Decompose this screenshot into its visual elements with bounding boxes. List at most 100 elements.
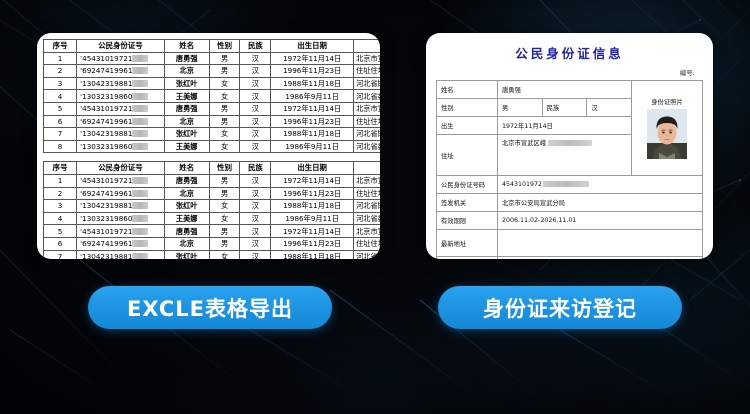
cell-birth: 1996年11月23日: [270, 114, 355, 129]
excel-export-button[interactable]: EXCLE表格导出: [88, 286, 332, 329]
cell-no: 4: [42, 211, 78, 226]
table-row[interactable]: 6'69247419961北京男汉1996年11月23日住址住址: [42, 236, 380, 251]
row-issuer: 签发机关 北京市公安局宣武分局: [436, 193, 703, 212]
cell-birth: 1972年11月14日: [270, 224, 355, 238]
cell-sex: 女: [208, 76, 241, 91]
id-visit-register-button[interactable]: 身份证来访登记: [438, 286, 682, 329]
cell-sex: 女: [208, 211, 241, 226]
value-newaddress: [497, 229, 703, 257]
excel-table-1-body: 1'45431019721唐勇强男汉1972年11月14日北京市宣2'69247…: [42, 51, 380, 154]
table-row[interactable]: 4'13032319860王美娜女汉1986年9月11日河北省委: [42, 89, 380, 103]
cell-id-number: '69247419961: [76, 64, 165, 78]
cell-address: 住址住址: [353, 114, 380, 129]
value-blank: [497, 256, 703, 259]
label-validity: 有效期限: [436, 211, 498, 230]
cell-birth: 1972年11月14日: [270, 101, 355, 116]
table-row[interactable]: 5'45431019721唐勇强男汉1972年11月14日北京市宣: [42, 101, 380, 116]
table-row[interactable]: 5'45431019721唐勇强男汉1972年11月14日北京市宣: [42, 224, 380, 238]
cell-sex: 男: [208, 51, 241, 66]
cell-no: 7: [42, 127, 78, 141]
row-idnumber: 公民身份证号码 4543101972: [436, 175, 703, 194]
label-sex: 性别: [436, 98, 498, 117]
cell-address: 河北省邯: [353, 199, 380, 213]
cell-sex: 女: [208, 199, 241, 213]
cell-no: 1: [42, 173, 78, 188]
value-address: 北京市宣武区峨: [497, 134, 632, 176]
value-birth: 1972年11月14日: [497, 116, 632, 135]
cell-sex: 男: [208, 101, 241, 116]
cell-birth: 1996年11月23日: [270, 186, 355, 201]
label-blank: [436, 256, 498, 259]
cell-ethnic: 汉: [239, 186, 272, 201]
cell-name: 王美娜: [163, 89, 210, 103]
table-row[interactable]: 2'69247419961北京男汉1996年11月23日住址住址: [42, 64, 380, 78]
id-card-serial-label: 编号:: [679, 69, 695, 77]
table-row[interactable]: 7'13042319881张红叶女汉1988年11月18日河北省邯: [42, 127, 380, 141]
value-sex: 男: [497, 98, 543, 117]
excel-export-panel: 序号 公民身份证号 姓名 性别 民族 出生日期 住址 1'45431019721…: [37, 33, 380, 259]
cell-sex: 男: [208, 236, 241, 251]
table-row[interactable]: 7'13042319881张红叶女汉1988年11月18日河北省邯: [42, 249, 380, 259]
cell-no: 8: [42, 139, 78, 154]
cell-id-number: '69247419961: [76, 186, 165, 201]
cell-id-number: '69247419961: [76, 114, 165, 129]
cell-sex: 男: [208, 173, 241, 188]
table-row[interactable]: 1'45431019721唐勇强男汉1972年11月14日北京市宣: [42, 173, 380, 188]
cell-sex: 男: [208, 64, 241, 78]
cell-address: 北京市宣: [353, 173, 380, 188]
table-row[interactable]: 3'13042319881张红叶女汉1988年11月18日河北省邯: [42, 199, 380, 213]
cell-birth: 1986年9月11日: [270, 139, 355, 154]
table-row[interactable]: 4'13032319860王美娜女汉1986年9月11日河北省委: [42, 211, 380, 226]
cell-id-number: '69247419961: [76, 236, 165, 251]
cell-no: 5: [42, 101, 78, 116]
cell-ethnic: 汉: [239, 173, 272, 188]
label-address: 住址: [436, 134, 498, 176]
cell-birth: 1988年11月18日: [270, 127, 355, 141]
cell-no: 5: [42, 224, 78, 238]
id-number-mask: [132, 202, 149, 210]
cell-address: 住址住址: [353, 236, 380, 251]
id-number-mask: [132, 130, 149, 138]
table-row[interactable]: 2'69247419961北京男汉1996年11月23日住址住址: [42, 186, 380, 201]
cell-id-number: '13032319860: [76, 89, 165, 103]
cell-ethnic: 汉: [239, 224, 272, 238]
col-header-name: 姓名: [163, 39, 210, 53]
address-mask: [548, 140, 593, 146]
cell-ethnic: 汉: [239, 51, 272, 66]
cell-no: 4: [42, 89, 78, 103]
col-header-no: 序号: [42, 39, 78, 53]
cell-id-number: '13032319860: [76, 139, 165, 154]
row-sex-ethnic: 性别 男 民族 汉: [436, 98, 703, 117]
table-row[interactable]: 1'45431019721唐勇强男汉1972年11月14日北京市宣: [42, 51, 380, 66]
cell-no: 2: [42, 186, 78, 201]
cell-address: 住址住址: [353, 64, 380, 78]
col-header-addr: 住址: [353, 39, 380, 53]
cell-ethnic: 汉: [239, 89, 272, 103]
cell-birth: 1996年11月23日: [270, 236, 355, 251]
table-row[interactable]: 3'13042319881张红叶女汉1988年11月18日河北省邯: [42, 76, 380, 91]
row-address: 住址 北京市宣武区峨: [436, 134, 703, 176]
id-portrait-photo: [647, 109, 687, 159]
id-number-mask: [132, 252, 149, 259]
id-number-mask: [132, 92, 149, 100]
excel-table-1[interactable]: 序号 公民身份证号 姓名 性别 民族 出生日期 住址 1'45431019721…: [42, 39, 380, 154]
value-idnumber: 4543101972: [497, 175, 703, 194]
cell-no: 6: [42, 114, 78, 129]
table-row[interactable]: 6'69247419961北京男汉1996年11月23日住址住址: [42, 114, 380, 129]
row-validity: 有效期限 2006.11.02-2026.11.01: [436, 211, 703, 230]
excel-table-2[interactable]: 序号 公民身份证号 姓名 性别 民族 出生日期 住址 1'45431019721…: [42, 161, 380, 259]
cell-birth: 1996年11月23日: [270, 64, 355, 78]
cell-ethnic: 汉: [239, 211, 272, 226]
excel-table-2-body: 1'45431019721唐勇强男汉1972年11月14日北京市宣2'69247…: [42, 173, 380, 259]
cell-id-number: '45431019721: [76, 101, 165, 116]
table-header-row: 序号 公民身份证号 姓名 性别 民族 出生日期 住址: [42, 39, 380, 53]
cell-id-number: '13042319881: [76, 249, 165, 259]
cell-birth: 1988年11月18日: [270, 76, 355, 91]
col-header-birth: 出生日期: [270, 39, 355, 53]
id-number-mask: [132, 240, 149, 248]
table-row[interactable]: 8'13032319860王美娜女汉1986年9月11日河北省委: [42, 139, 380, 154]
cell-birth: 1972年11月14日: [270, 173, 355, 188]
cell-id-number: '13032319860: [76, 211, 165, 226]
cell-birth: 1986年9月11日: [270, 211, 355, 226]
cell-name: 唐勇强: [163, 224, 210, 238]
